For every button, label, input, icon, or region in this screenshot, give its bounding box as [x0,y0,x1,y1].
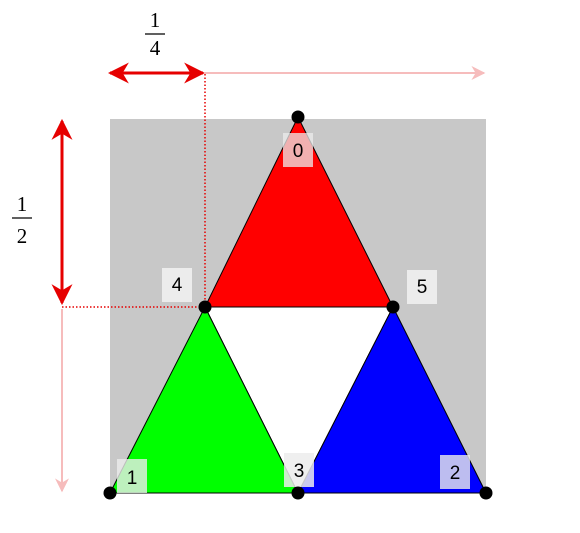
svg-text:2: 2 [450,463,461,484]
height-fraction-numerator: 1 [17,192,28,216]
vertex-label-4: 4 [162,268,192,302]
svg-text:3: 3 [294,461,305,482]
vertex-label-1: 1 [117,459,147,493]
vertex-label-2: 2 [440,455,470,489]
height-fraction-denominator: 2 [17,224,28,248]
vertex-dot-5 [386,300,400,314]
left-triangle [109,305,299,494]
vertex-dot-0 [291,110,305,124]
vertex-dot-3 [291,486,305,500]
svg-text:1: 1 [127,468,138,489]
vertex-dot-4 [198,300,212,314]
vertex-dot-1 [103,486,117,500]
vertex-label-0: 0 [283,133,313,167]
vertex-label-3: 3 [284,453,314,487]
height-fraction: 1 2 [12,192,32,248]
svg-text:5: 5 [417,277,428,298]
width-fraction-denominator: 4 [150,36,161,60]
vertex-dot-2 [479,486,493,500]
right-triangle [297,305,487,494]
width-fraction: 1 4 [145,8,165,60]
svg-text:0: 0 [293,141,304,162]
vertex-label-5: 5 [407,270,437,304]
width-fraction-numerator: 1 [150,8,161,32]
svg-text:4: 4 [172,275,183,296]
